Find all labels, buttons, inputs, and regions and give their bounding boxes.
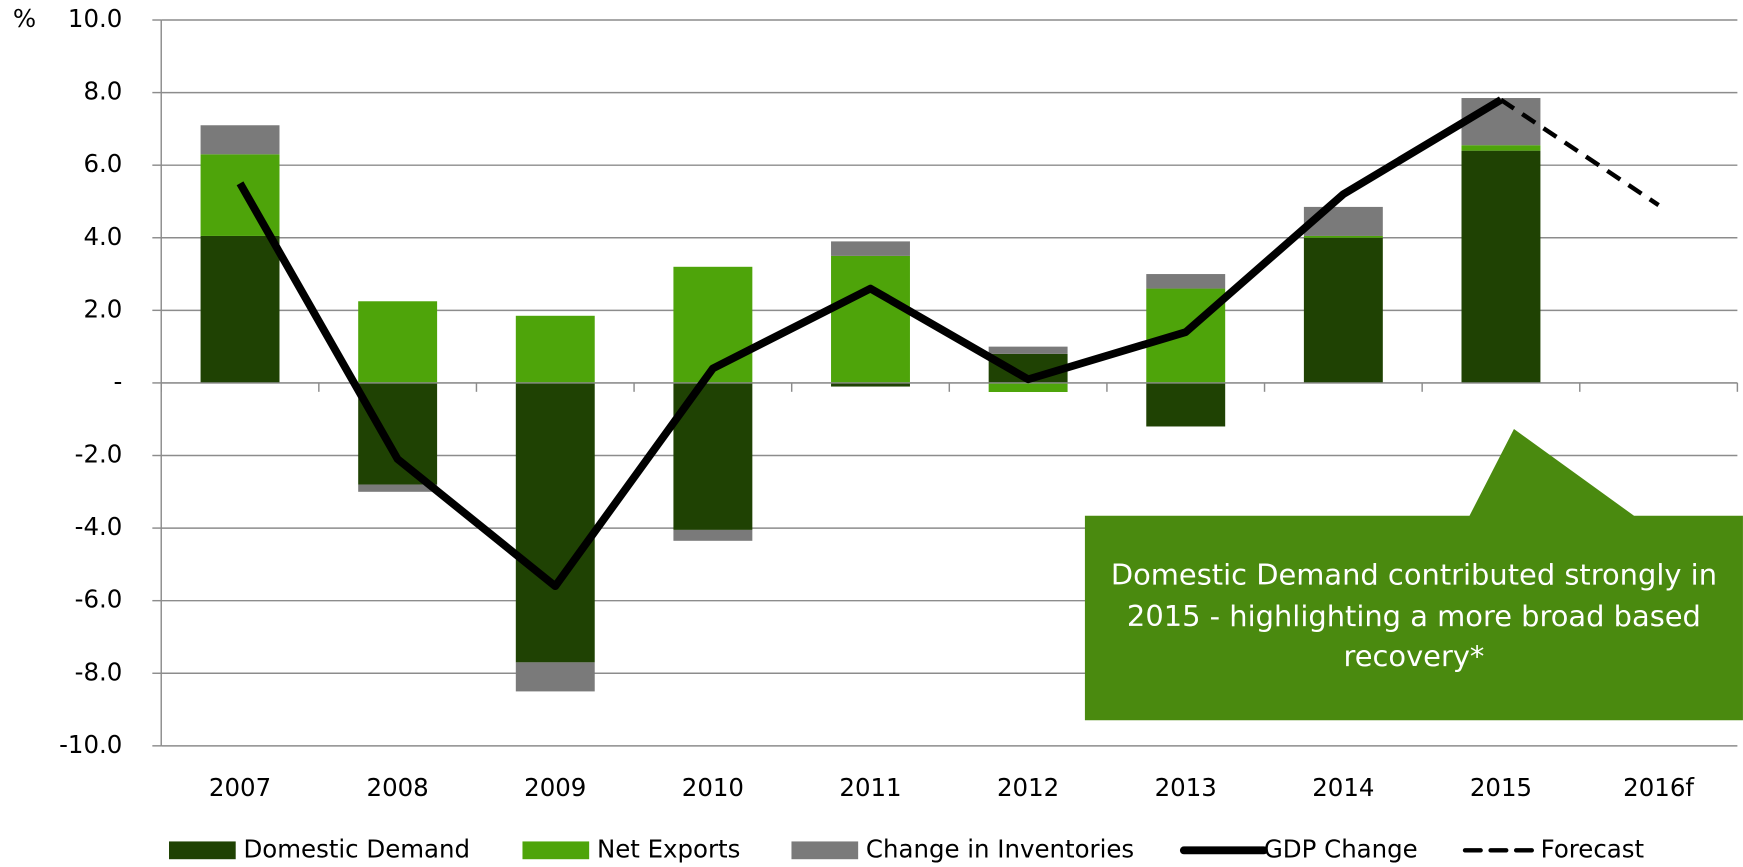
x-tick-label: 2013	[1155, 773, 1217, 802]
bar	[673, 266, 753, 383]
y-tick-label: 6.0	[83, 149, 122, 178]
legend-label: Domestic Demand	[243, 834, 470, 863]
bar	[358, 484, 438, 492]
y-tick-label: 10.0	[68, 4, 122, 33]
bar	[1303, 237, 1383, 383]
y-tick-label: -2.0	[75, 440, 123, 469]
bar	[1461, 98, 1541, 146]
y-tick-label: 2.0	[83, 294, 122, 323]
x-tick-label: 2014	[1312, 773, 1374, 802]
bar	[515, 382, 595, 663]
y-tick-label: -4.0	[75, 512, 123, 541]
legend-swatch	[791, 841, 859, 860]
bar	[200, 154, 280, 236]
y-tick-label: -6.0	[75, 585, 123, 614]
y-tick-label: 8.0	[83, 77, 122, 106]
bar	[358, 382, 438, 485]
legend-swatch	[169, 841, 236, 860]
bar	[200, 235, 280, 383]
bar	[831, 241, 910, 256]
callout: Domestic Demand contributed strongly in …	[1110, 559, 1718, 674]
gdp-line	[236, 96, 1503, 591]
legend-label: GDP Change	[1264, 834, 1418, 863]
x-tick-label: 2007	[209, 773, 271, 802]
y-tick-label: -	[113, 367, 122, 396]
y-tick-label: -10.0	[59, 730, 122, 759]
x-tick-label: 2016f	[1623, 773, 1695, 802]
bar	[1461, 150, 1541, 383]
bar	[988, 346, 1068, 354]
legend-swatch	[522, 841, 590, 860]
x-tick-label: 2009	[524, 773, 586, 802]
bar	[515, 662, 595, 692]
bar	[831, 255, 910, 383]
x-tick-label: 2015	[1470, 773, 1532, 802]
legend-label: Change in Inventories	[866, 834, 1134, 863]
y-tick-label: 4.0	[83, 222, 122, 251]
x-tick-label: 2010	[682, 773, 744, 802]
callout-text: Domestic Demand contributed strongly in …	[1110, 559, 1718, 674]
bar	[988, 382, 1068, 392]
bar	[515, 315, 595, 383]
legend-label: Forecast	[1541, 834, 1644, 863]
x-tick-label: 2008	[367, 773, 429, 802]
y-tick-label: -8.0	[75, 657, 123, 686]
bar	[1146, 274, 1226, 289]
legend-label: Net Exports	[597, 834, 740, 863]
bar	[1303, 235, 1383, 238]
bar	[1461, 145, 1541, 151]
bar	[200, 125, 280, 155]
bar	[831, 382, 910, 387]
callout-box	[1084, 429, 1743, 721]
y-axis-label: %	[13, 4, 36, 33]
x-tick-label: 2011	[839, 773, 901, 802]
forecast-line	[1499, 98, 1660, 207]
x-tick-label: 2012	[997, 773, 1059, 802]
bar	[358, 301, 438, 383]
bar	[1146, 382, 1226, 427]
bar	[673, 529, 753, 541]
